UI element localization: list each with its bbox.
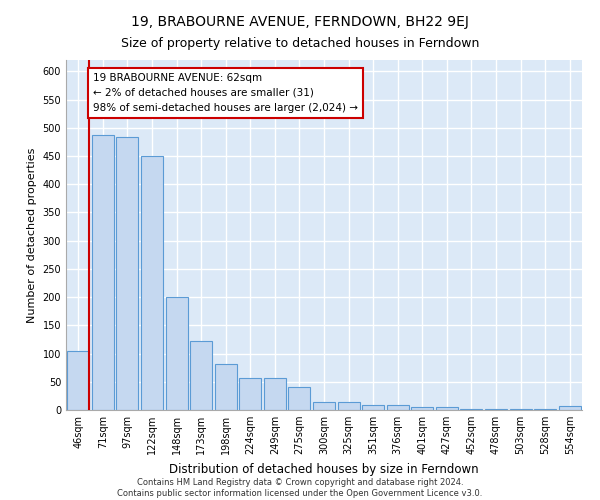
Text: 19, BRABOURNE AVENUE, FERNDOWN, BH22 9EJ: 19, BRABOURNE AVENUE, FERNDOWN, BH22 9EJ	[131, 15, 469, 29]
Text: Size of property relative to detached houses in Ferndown: Size of property relative to detached ho…	[121, 38, 479, 51]
Bar	[460, 409, 482, 410]
Y-axis label: Number of detached properties: Number of detached properties	[27, 148, 37, 322]
Bar	[215, 364, 237, 410]
Bar	[166, 297, 188, 410]
Text: Contains HM Land Registry data © Crown copyright and database right 2024.
Contai: Contains HM Land Registry data © Crown c…	[118, 478, 482, 498]
Bar	[362, 405, 384, 410]
Bar	[116, 138, 139, 410]
Bar	[411, 407, 433, 410]
Bar	[338, 402, 359, 410]
Bar	[264, 378, 286, 410]
Bar	[141, 156, 163, 410]
Bar	[559, 406, 581, 410]
Bar	[289, 387, 310, 410]
Bar	[92, 135, 114, 410]
Bar	[313, 402, 335, 410]
Bar	[190, 341, 212, 410]
X-axis label: Distribution of detached houses by size in Ferndown: Distribution of detached houses by size …	[169, 462, 479, 475]
Text: 19 BRABOURNE AVENUE: 62sqm
← 2% of detached houses are smaller (31)
98% of semi-: 19 BRABOURNE AVENUE: 62sqm ← 2% of detac…	[93, 73, 358, 112]
Bar	[67, 352, 89, 410]
Bar	[239, 378, 262, 410]
Bar	[436, 407, 458, 410]
Bar	[386, 405, 409, 410]
